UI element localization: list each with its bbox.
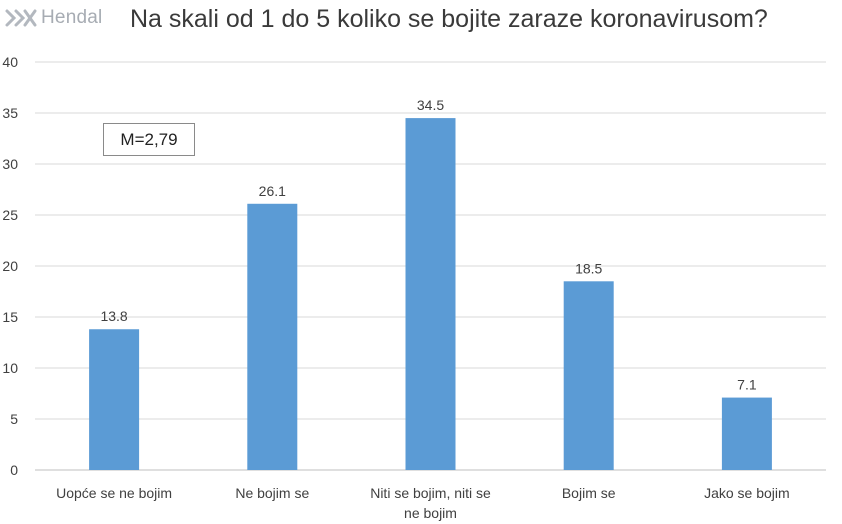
logo-text: Hendal <box>41 7 103 28</box>
y-tick-label: 20 <box>2 258 18 274</box>
data-label: 26.1 <box>259 183 286 199</box>
x-tick-label: Niti se bojim, niti se ne bojim <box>370 485 491 521</box>
y-tick-label: 5 <box>10 411 18 427</box>
hendal-logo-icon <box>5 9 37 27</box>
data-label: 7.1 <box>737 377 757 393</box>
y-tick-label: 40 <box>2 54 18 70</box>
y-tick-label: 0 <box>10 462 18 478</box>
y-tick-label: 35 <box>2 105 18 121</box>
y-tick-label: 15 <box>2 309 18 325</box>
bar <box>89 329 140 470</box>
x-tick-label: Bojim se <box>562 485 616 501</box>
x-tick-label: Uopće se ne bojim <box>56 485 172 501</box>
bar <box>405 118 456 470</box>
data-label: 13.8 <box>100 308 127 324</box>
bar <box>721 397 772 470</box>
bar <box>247 203 298 470</box>
data-label: 34.5 <box>417 97 444 113</box>
y-tick-label: 30 <box>2 156 18 172</box>
bar <box>563 281 614 470</box>
chart-title: Na skali od 1 do 5 koliko se bojite zara… <box>130 5 768 33</box>
x-tick-label: Jako se bojim <box>704 485 790 501</box>
mean-annotation: M=2,79 <box>103 123 195 156</box>
data-label: 18.5 <box>575 260 602 276</box>
logo: Hendal <box>4 4 102 32</box>
y-tick-label: 10 <box>2 360 18 376</box>
x-tick-label: Ne bojim se <box>235 485 309 501</box>
y-tick-label: 25 <box>2 207 18 223</box>
